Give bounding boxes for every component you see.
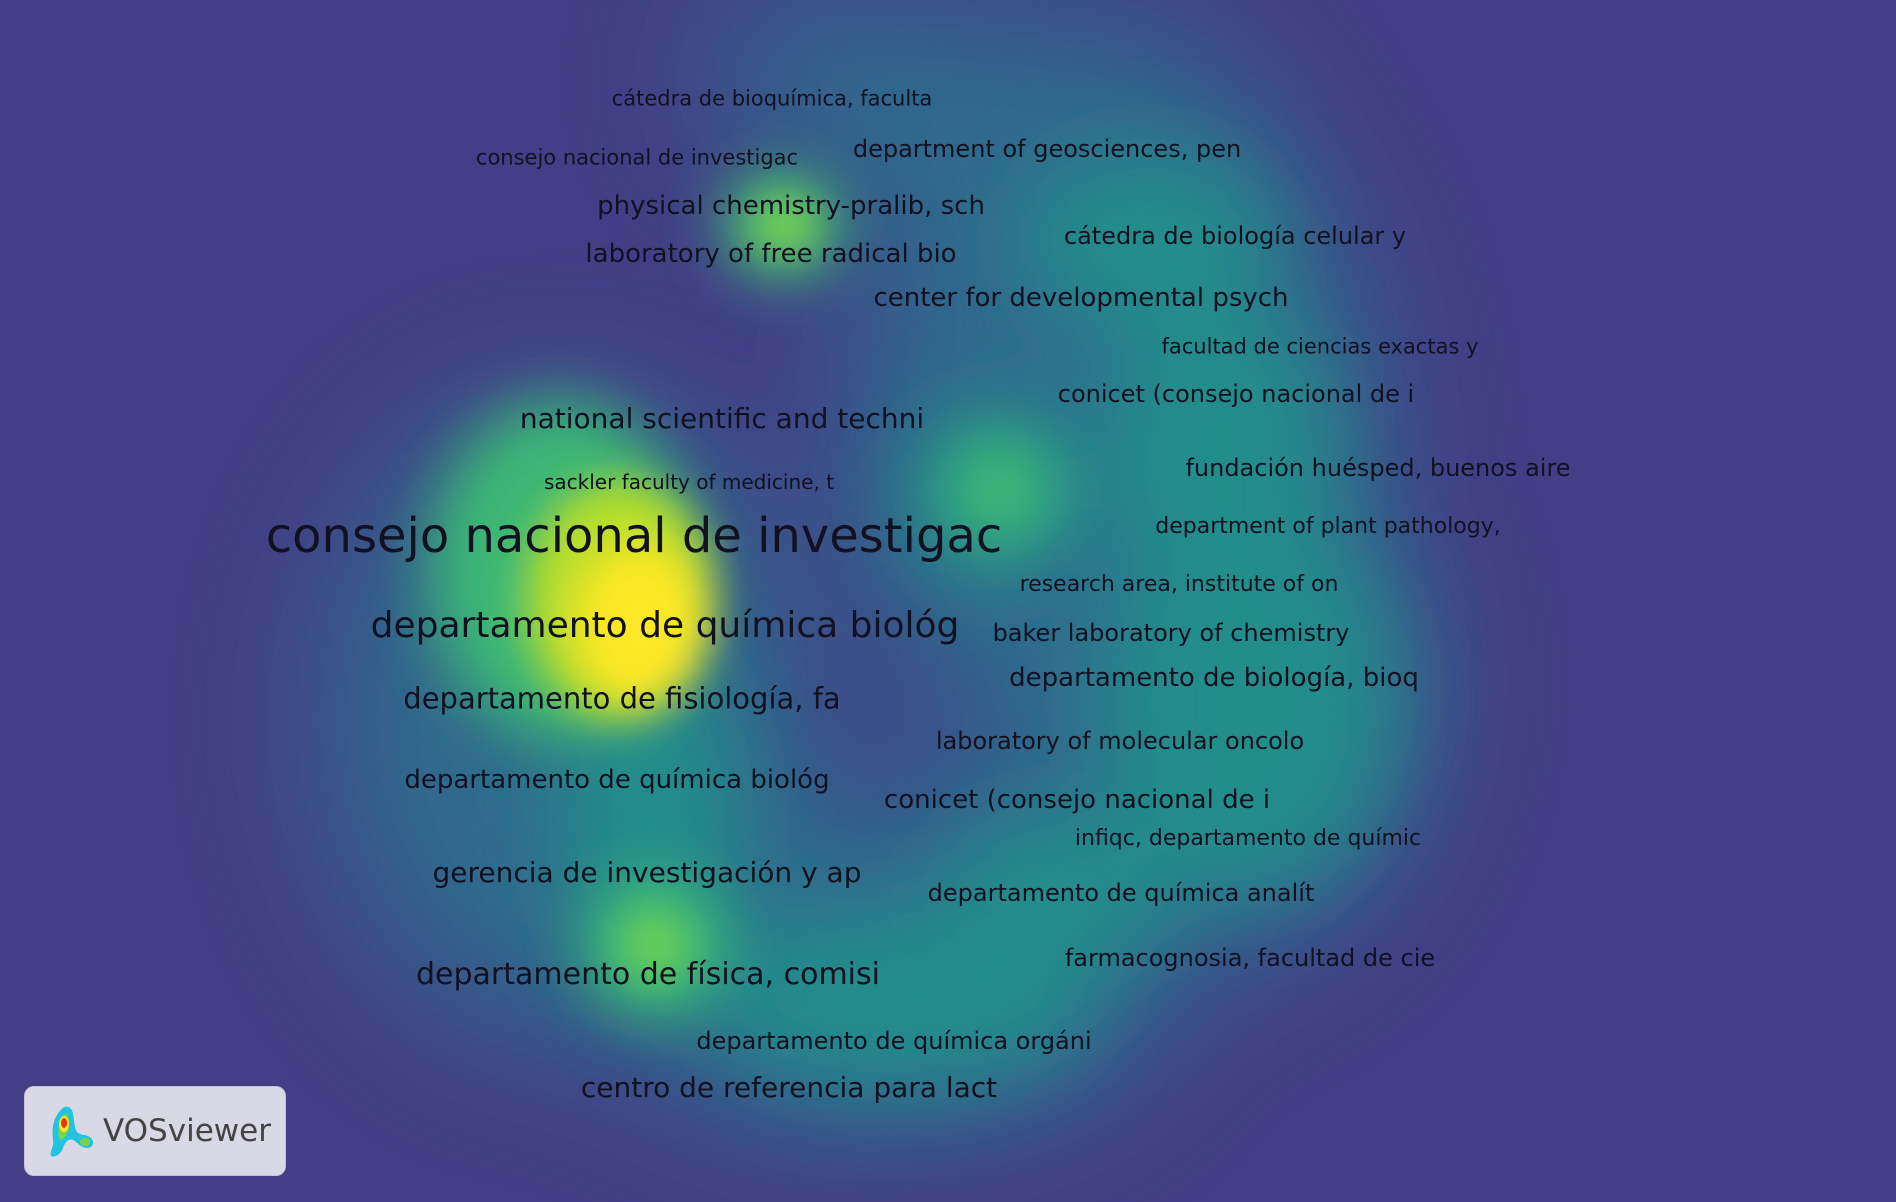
vosviewer-logo-text: VOSviewer [103, 1113, 271, 1149]
node-label-catedra-bioquimica[interactable]: cátedra de bioquímica, faculta [611, 86, 933, 111]
density-mid-ring [560, 150, 1400, 1090]
node-label-center-developmental[interactable]: center for developmental psych [873, 283, 1289, 313]
node-label-departamento-fisiologia[interactable]: departamento de fisiología, fa [403, 681, 841, 716]
vosviewer-logo-icon [50, 1106, 94, 1157]
node-label-centro-referencia[interactable]: centro de referencia para lact [580, 1071, 998, 1104]
node-label-consejo-nacional-large[interactable]: consejo nacional de investigac [265, 508, 1003, 564]
node-label-department-plant-pathology[interactable]: department of plant pathology, [1155, 514, 1501, 539]
node-label-catedra-biologia-celular[interactable]: cátedra de biología celular y [1063, 222, 1407, 250]
node-label-infiqc[interactable]: infiqc, departamento de químic [1074, 826, 1422, 851]
node-label-facultad-ciencias-exactas[interactable]: facultad de ciencias exactas y [1161, 334, 1479, 359]
node-label-departamento-biologia[interactable]: departamento de biología, bioq [1009, 663, 1419, 693]
node-label-fundacion-huesped[interactable]: fundación huésped, buenos aire [1185, 454, 1571, 482]
node-label-departamento-quimica-organica[interactable]: departamento de química orgáni [696, 1027, 1092, 1055]
node-label-departamento-fisica[interactable]: departamento de física, comisi [416, 957, 880, 992]
density-peak-spots [525, 197, 817, 979]
node-label-conicet-top[interactable]: conicet (consejo nacional de i [1057, 380, 1415, 408]
vosviewer-logo-badge[interactable]: VOSviewer [24, 1086, 286, 1176]
node-label-national-scientific[interactable]: national scientific and techni [519, 402, 925, 435]
node-label-conicet-bottom[interactable]: conicet (consejo nacional de i [883, 785, 1271, 815]
node-label-baker-laboratory[interactable]: baker laboratory of chemistry [992, 619, 1350, 647]
node-label-sackler-faculty[interactable]: sackler faculty of medicine, t [543, 470, 835, 494]
node-label-laboratory-molecular-oncology[interactable]: laboratory of molecular oncolo [935, 727, 1305, 755]
node-label-farmacognosia[interactable]: farmacognosia, facultad de cie [1064, 944, 1436, 972]
node-label-departamento-quimica-analitica[interactable]: departamento de química analít [927, 879, 1315, 907]
node-label-departamento-quimica-biologica-large[interactable]: departamento de química biológ [370, 605, 960, 646]
node-label-consejo-nacional-small[interactable]: consejo nacional de investigac [475, 145, 799, 170]
node-label-physical-chemistry[interactable]: physical chemistry-pralib, sch [597, 191, 985, 221]
node-label-departamento-quimica-biologica-small[interactable]: departamento de química biológ [404, 765, 830, 795]
node-label-department-geosciences[interactable]: department of geosciences, pen [852, 135, 1242, 163]
node-label-laboratory-free-radical[interactable]: laboratory of free radical bio [585, 239, 957, 269]
node-label-research-area[interactable]: research area, institute of on [1019, 572, 1339, 597]
node-label-gerencia-investigacion[interactable]: gerencia de investigación y ap [432, 856, 862, 889]
